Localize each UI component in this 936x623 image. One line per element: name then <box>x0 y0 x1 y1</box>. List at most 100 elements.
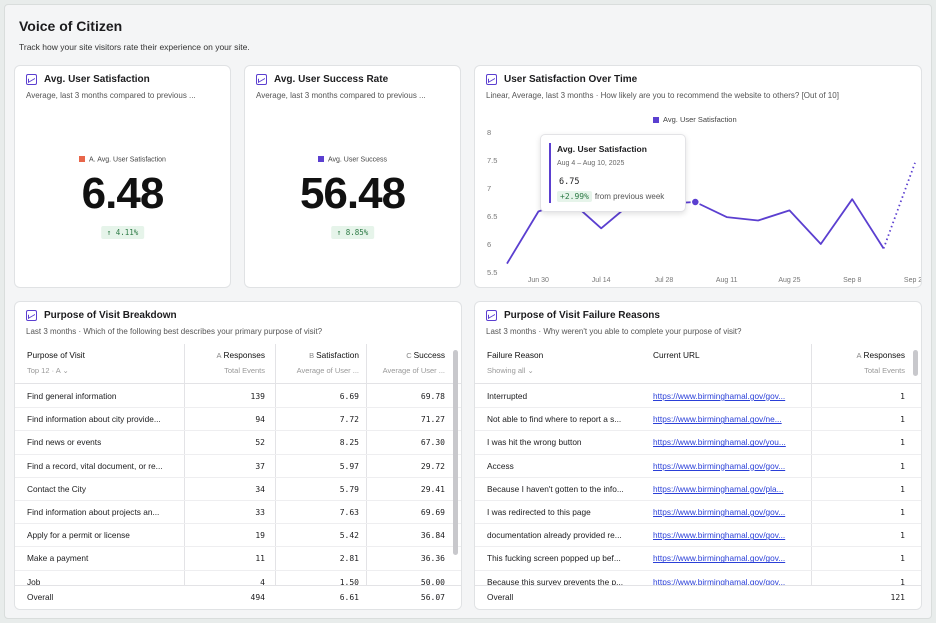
tooltip-delta-badge: +2.99% <box>557 191 592 202</box>
row-label: Apply for a permit or license <box>27 530 130 541</box>
chart-tooltip: Avg. User Satisfaction Aug 4 – Aug 10, 2… <box>540 134 686 212</box>
row-success: 67.30 <box>420 438 445 448</box>
card-title: Purpose of Visit Failure Reasons <box>504 310 660 321</box>
row-satisfaction: 5.79 <box>339 484 359 494</box>
table-row[interactable]: Because I haven't gotten to the info... h… <box>475 478 921 501</box>
table-scrollbar[interactable] <box>913 350 918 376</box>
legend-swatch <box>653 116 659 123</box>
table-row[interactable]: Make a payment 11 2.81 36.36 <box>15 547 461 571</box>
card-description: Average, last 3 months compared to previ… <box>256 91 426 100</box>
col-header-label: Purpose of Visit <box>27 350 85 360</box>
col-header-responses[interactable]: A Responses Total Events <box>811 344 913 384</box>
col-header-label: Responses <box>223 350 265 360</box>
row-satisfaction: 8.25 <box>339 438 359 448</box>
legend-label: Avg. User Success <box>327 156 387 164</box>
kpi-card-success-rate[interactable]: Avg. User Success Rate Average, last 3 m… <box>244 65 461 288</box>
table-row[interactable]: Find a record, vital document, or re... 3… <box>15 455 461 478</box>
col-header-responses[interactable]: A Responses Total Events <box>185 344 273 384</box>
table-row[interactable]: Interrupted https://www.birminghamal.gov/… <box>475 385 921 409</box>
col-header-reason[interactable]: Failure Reason Showing all ⌄ <box>479 344 639 384</box>
card-description: Last 3 months · Why weren't you able to … <box>486 327 742 336</box>
tooltip-delta-text: from previous week <box>594 192 665 201</box>
row-satisfaction: 6.69 <box>339 392 359 401</box>
table-header: Failure Reason Showing all ⌄ Current URL… <box>475 344 921 384</box>
row-label: Find information about projects an... <box>27 507 160 517</box>
table-row[interactable]: Access https://www.birminghamal.gov/gov..… <box>475 455 921 478</box>
table-row[interactable]: Contact the City 34 5.79 29.41 <box>15 478 461 501</box>
row-reason: Access <box>487 460 514 471</box>
column-divider <box>811 344 812 609</box>
table-row[interactable]: Find news or events 52 8.25 67.30 <box>15 431 461 455</box>
x-tick-label: Aug 25 <box>778 277 800 284</box>
kpi-card-satisfaction[interactable]: Avg. User Satisfaction Average, last 3 m… <box>14 65 231 288</box>
row-label: Find a record, vital document, or re... <box>27 460 163 471</box>
row-success: 29.41 <box>420 484 445 494</box>
row-satisfaction: 5.42 <box>339 531 359 541</box>
row-responses: 37 <box>255 461 265 471</box>
table-row[interactable]: This fucking screen popped up bef... http… <box>475 547 921 571</box>
chart-icon <box>26 74 37 85</box>
row-label: Contact the City <box>27 483 87 494</box>
row-responses: 34 <box>255 484 265 494</box>
row-success: 69.69 <box>420 508 445 517</box>
row-responses: 1 <box>900 484 905 494</box>
table-row[interactable]: Find general information 139 6.69 69.78 <box>15 385 461 409</box>
row-url-link[interactable]: https://www.birminghamal.gov/gov... <box>653 507 786 517</box>
kpi-value: 56.48 <box>299 169 406 218</box>
table-row[interactable]: documentation already provided re... http… <box>475 524 921 548</box>
failure-table: Failure Reason Showing all ⌄ Current URL… <box>475 344 921 609</box>
y-tick-label: 7.5 <box>487 156 497 165</box>
filter-selector[interactable]: Showing all ⌄ <box>487 366 534 375</box>
footer-label: Overall <box>27 592 54 602</box>
kpi-value: 6.48 <box>81 169 165 218</box>
col-letter: B <box>309 351 315 360</box>
row-url-link[interactable]: https://www.birminghamal.gov/gov... <box>653 553 786 564</box>
col-header-sub: Total Events <box>864 366 905 375</box>
sort-selector[interactable]: Top 12 · A ⌄ <box>27 366 69 375</box>
row-url-link[interactable]: https://www.birminghamal.gov/gov... <box>653 460 786 471</box>
row-reason: Not able to find where to report a s... <box>487 414 622 425</box>
col-header-success[interactable]: C Success Average of User ... <box>367 344 453 384</box>
row-url-link[interactable]: https://www.birminghamal.gov/gov... <box>653 391 786 401</box>
col-header-sub: Total Events <box>224 366 265 375</box>
table-row[interactable]: I was hit the wrong button https://www.bi… <box>475 431 921 455</box>
series-line-projection <box>882 162 916 249</box>
row-url-link[interactable]: https://www.birminghamal.gov/ne... <box>653 414 782 425</box>
y-tick-label: 5.5 <box>487 268 497 277</box>
col-header-label: Responses <box>863 350 905 360</box>
highlighted-point[interactable] <box>690 197 701 207</box>
row-url-link[interactable]: https://www.birminghamal.gov/you... <box>653 437 786 448</box>
row-url-link[interactable]: https://www.birminghamal.gov/gov... <box>653 530 786 541</box>
col-header-url[interactable]: Current URL <box>645 344 805 384</box>
row-url-link[interactable]: https://www.birminghamal.gov/pla... <box>653 483 784 494</box>
row-success: 69.78 <box>420 392 445 401</box>
table-row[interactable]: Find information about projects an... 33 7… <box>15 501 461 525</box>
kpi-legend: A. Avg. User Satisfaction <box>15 156 230 164</box>
footer-responses: 494 <box>250 593 265 602</box>
table-header: Purpose of Visit Top 12 · A ⌄ A Responses… <box>15 344 461 384</box>
table-row[interactable]: Find information about city provide... 94… <box>15 408 461 432</box>
legend-label: Avg. User Satisfaction <box>663 115 737 124</box>
y-tick-label: 7 <box>487 184 491 193</box>
line-chart-card[interactable]: User Satisfaction Over Time Linear, Aver… <box>474 65 922 288</box>
row-satisfaction: 7.63 <box>339 508 359 517</box>
row-reason: Interrupted <box>487 391 528 401</box>
chart-legend: Avg. User Satisfaction <box>653 115 737 124</box>
row-label: Make a payment <box>27 553 89 564</box>
table-row[interactable]: Apply for a permit or license 19 5.42 36.84 <box>15 524 461 548</box>
card-description: Average, last 3 months compared to previ… <box>26 91 196 100</box>
col-header-purpose[interactable]: Purpose of Visit Top 12 · A ⌄ <box>19 344 179 384</box>
row-success: 36.84 <box>420 531 445 541</box>
row-responses: 1 <box>900 508 905 517</box>
col-header-label: Satisfaction <box>316 350 359 360</box>
tooltip-value: 6.75 <box>559 177 580 187</box>
row-success: 29.72 <box>420 461 445 471</box>
col-header-label: Success <box>413 350 445 360</box>
visit-table: Purpose of Visit Top 12 · A ⌄ A Responses… <box>15 344 461 609</box>
table-scrollbar[interactable] <box>453 350 458 555</box>
col-header-satisfaction[interactable]: B Satisfaction Average of User ... <box>275 344 367 384</box>
table-row[interactable]: I was redirected to this page https://www… <box>475 501 921 525</box>
row-responses: 139 <box>250 392 265 401</box>
column-divider <box>184 344 185 609</box>
table-row[interactable]: Not able to find where to report a s... h… <box>475 408 921 432</box>
